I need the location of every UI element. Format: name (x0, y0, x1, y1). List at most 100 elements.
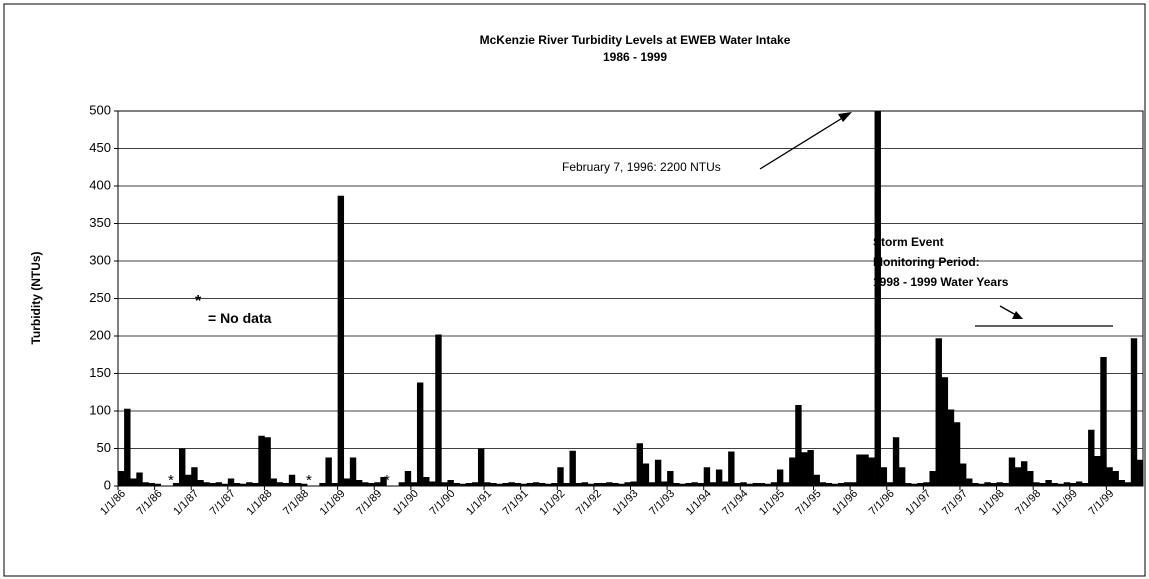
turbidity-bar (484, 482, 491, 486)
turbidity-bar (801, 452, 808, 486)
turbidity-bar (502, 483, 509, 486)
turbidity-bar (288, 474, 296, 486)
turbidity-bar (118, 471, 125, 486)
turbidity-bar (978, 483, 985, 486)
turbidity-bar (1020, 461, 1028, 486)
turbidity-bar (557, 467, 564, 486)
y-tick-label: 200 (89, 327, 111, 342)
turbidity-bar (959, 463, 967, 486)
turbidity-bar (911, 483, 918, 486)
turbidity-bar (380, 477, 387, 486)
turbidity-bar (844, 482, 851, 486)
turbidity-bar (874, 111, 881, 486)
turbidity-bar (703, 467, 711, 486)
turbidity-bar (252, 483, 259, 486)
turbidity-bar (673, 483, 680, 486)
y-tick-label: 500 (89, 102, 111, 117)
turbidity-bar (697, 483, 705, 486)
chart-subtitle: 1986 - 1999 (603, 50, 667, 64)
turbidity-bar (917, 483, 924, 486)
turbidity-bar (227, 478, 235, 486)
turbidity-bar (575, 483, 582, 486)
turbidity-bar (752, 483, 759, 486)
turbidity-bar (545, 483, 552, 486)
turbidity-bar (368, 483, 375, 486)
turbidity-bar (471, 482, 479, 486)
turbidity-bar (856, 454, 863, 486)
turbidity-bar (246, 482, 253, 486)
turbidity-bar (630, 481, 637, 486)
turbidity-bar (301, 483, 308, 486)
turbidity-bar (1124, 482, 1132, 486)
turbidity-bar (1045, 480, 1052, 486)
turbidity-bar (807, 450, 814, 486)
turbidity-bar (1130, 338, 1138, 486)
turbidity-bar (423, 477, 430, 486)
turbidity-bar (514, 483, 521, 486)
turbidity-bar (1106, 467, 1113, 486)
storm-arrow (999, 305, 1017, 316)
turbidity-bar (325, 457, 332, 486)
turbidity-bar (758, 483, 766, 486)
turbidity-bar (374, 482, 381, 486)
turbidity-bar (1057, 483, 1064, 486)
turbidity-bar (563, 483, 570, 486)
turbidity-bar (691, 482, 698, 486)
y-tick-label: 100 (89, 402, 111, 417)
turbidity-bar (667, 471, 674, 486)
storm-note: Storm Event (873, 235, 944, 249)
annotation-arrow (759, 116, 845, 170)
turbidity-bar (599, 483, 607, 486)
turbidity-bar (331, 483, 338, 486)
turbidity-bar (1039, 483, 1046, 486)
y-tick-label: 450 (89, 140, 111, 155)
turbidity-bar (526, 483, 534, 486)
turbidity-bar (172, 483, 180, 486)
turbidity-bar (435, 334, 442, 486)
turbidity-bar (233, 483, 241, 486)
no-data-mark: * (306, 472, 312, 489)
turbidity-bar (264, 437, 271, 486)
turbidity-bar (1027, 471, 1034, 486)
turbidity-bar (1081, 483, 1089, 486)
turbidity-bar (191, 467, 198, 486)
turbidity-bar (569, 450, 576, 486)
turbidity-bar (240, 483, 247, 486)
no-data-mark: * (168, 472, 174, 489)
turbidity-bar (813, 474, 820, 486)
turbidity-bar (905, 483, 912, 486)
turbidity-bar (966, 478, 973, 486)
turbidity-bar (441, 482, 448, 486)
turbidity-bar (520, 483, 528, 486)
turbidity-bar (319, 483, 326, 486)
y-tick-label: 150 (89, 365, 111, 380)
turbidity-bar (1118, 480, 1125, 486)
turbidity-bar (1094, 456, 1101, 486)
turbidity-bar (1063, 482, 1071, 486)
turbidity-bar (789, 457, 796, 486)
turbidity-bar (551, 483, 558, 486)
turbidity-bar (270, 478, 277, 486)
turbidity-bar (429, 481, 436, 486)
turbidity-bar (679, 483, 686, 486)
turbidity-bar (593, 483, 601, 486)
turbidity-bar (1069, 483, 1077, 486)
turbidity-bar (459, 483, 467, 486)
turbidity-bar (355, 480, 363, 486)
turbidity-bar (892, 437, 900, 486)
turbidity-bar (197, 480, 204, 486)
no-data-symbol: * (195, 293, 202, 310)
turbidity-bar (709, 482, 717, 486)
arrow-head (1012, 311, 1023, 319)
turbidity-bar (795, 405, 802, 486)
turbidity-bar (416, 382, 424, 486)
turbidity-bar (532, 482, 540, 486)
turbidity-bar (404, 471, 412, 486)
turbidity-bar (490, 483, 497, 486)
turbidity-bar (654, 459, 662, 486)
storm-note: 1998 - 1999 Water Years (873, 275, 1009, 289)
turbidity-bar (722, 481, 729, 486)
turbidity-bar (642, 463, 650, 486)
turbidity-bar (728, 451, 735, 486)
